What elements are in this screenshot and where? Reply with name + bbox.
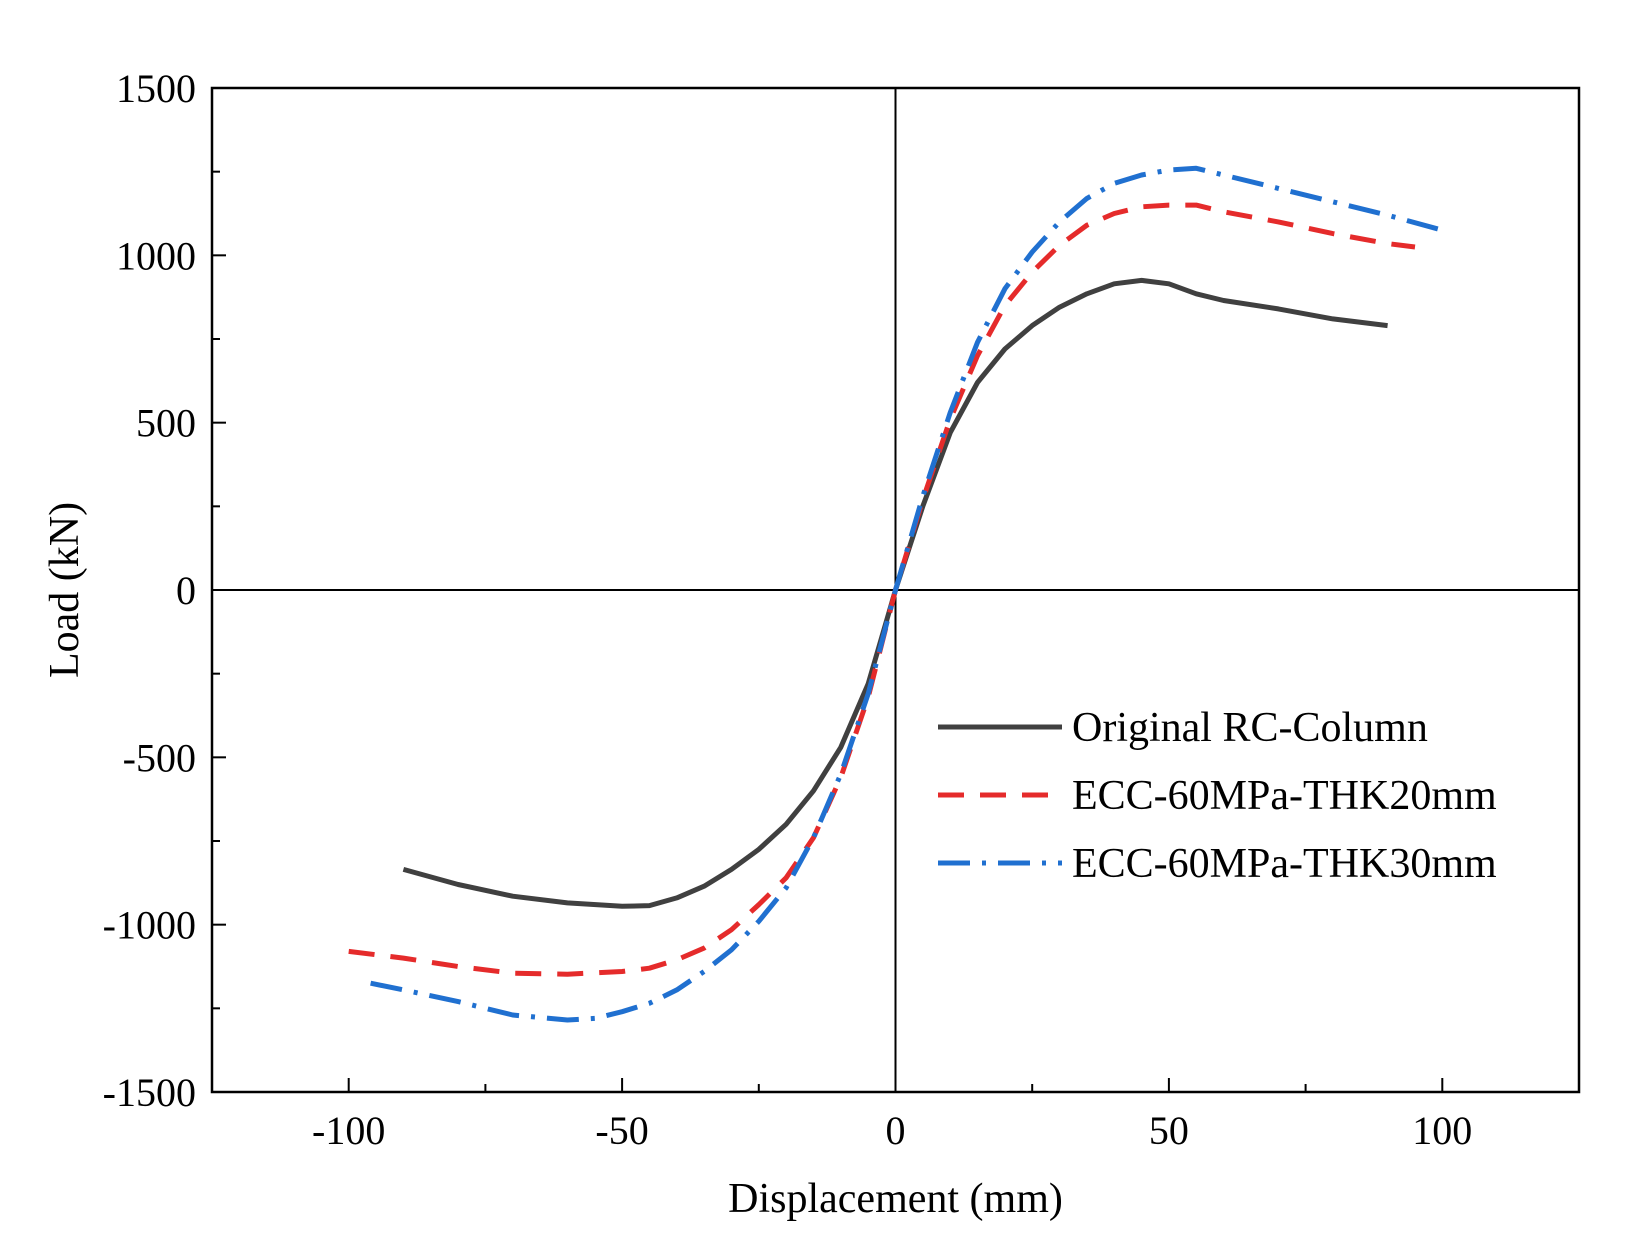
series-line (370, 165, 1443, 1023)
x-axis-title: Displacement (mm) (728, 1176, 1063, 1222)
y-tick-label: -1500 (103, 1070, 196, 1115)
x-tick-label: -50 (595, 1108, 648, 1153)
y-tick-label: -500 (123, 735, 196, 780)
y-axis: -1500 -1000 -500 0 500 1000 1500 (103, 66, 226, 1115)
y-axis-title: Load (kN) (42, 502, 88, 678)
y-tick-label: 500 (136, 401, 196, 446)
series-line (348, 202, 1416, 977)
x-tick-label: 0 (886, 1108, 906, 1153)
legend-label: ECC-60MPa-THK30mm (1072, 841, 1497, 887)
y-tick-label: 0 (176, 568, 196, 613)
x-tick-label: -100 (312, 1108, 385, 1153)
legend-label: Original RC-Column (1072, 705, 1428, 751)
y-tick-label: -1000 (103, 903, 196, 948)
x-axis: -100 -50 0 50 100 (312, 1078, 1472, 1153)
y-tick-label: 1500 (116, 66, 196, 111)
legend: Original RC-Column ECC-60MPa-THK20mm ECC-6… (938, 705, 1497, 887)
y-tick-label: 1000 (116, 233, 196, 278)
x-tick-label: 100 (1412, 1108, 1472, 1153)
series-layer (348, 165, 1443, 1023)
legend-label: ECC-60MPa-THK20mm (1072, 773, 1497, 819)
x-tick-label: 50 (1149, 1108, 1189, 1153)
